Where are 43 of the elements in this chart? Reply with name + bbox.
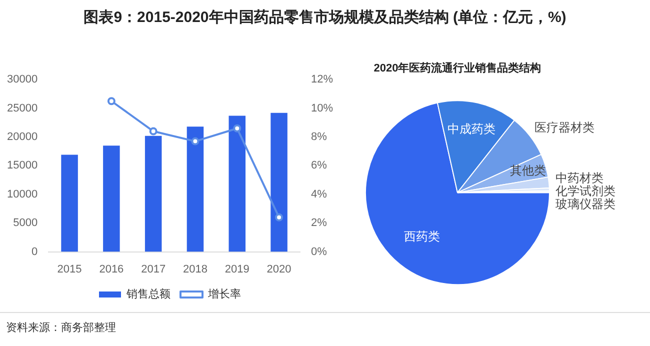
point [275,213,284,222]
bar [270,112,288,252]
x-tick-label: 2017 [141,263,166,276]
point [107,97,116,106]
point [149,127,158,136]
chart-title: 2020年医药流通行业销售品类结构 [374,62,542,75]
y-tick-label: 15000 [6,160,38,172]
y-tick-label: 5000 [13,217,38,230]
y-tick-label: 0 [31,246,38,258]
y2-tick-label: 8% [310,131,328,144]
point [233,124,242,132]
bar [228,116,246,252]
x-tick-label: 2018 [182,263,208,276]
bar [103,146,120,252]
x-tick-label: 2016 [99,263,124,276]
slice-label: 医疗器材类 [534,120,595,134]
slice-label: 其他类 [510,163,546,178]
x-tick-label: 2020 [266,263,292,276]
slice-label: 中成药类 [448,122,496,136]
x-tick-label: 2019 [224,263,250,276]
y2-tick-label: 2% [310,217,328,230]
slice-label: 西药类 [404,229,440,244]
y-tick-label: 10000 [6,188,38,200]
bar [144,136,162,252]
y2-tick-label: 10% [310,102,334,114]
y2-tick-label: 6% [310,160,328,172]
x-tick-label: 2015 [57,263,82,276]
point [191,137,200,146]
y-tick-label: 20000 [6,131,38,144]
y-tick-label: 25000 [6,102,38,114]
y2-tick-label: 0% [310,246,328,258]
slice-label: 玻璃仪器类 [556,196,616,211]
chart-title: 图表9：2015-2020年中国药品零售市场规模及品类结构 (单位：亿元，%) [82,8,568,27]
legend-label: 增长率 [207,288,241,301]
slice-label: 中药材类 [556,170,604,185]
y2-tick-label: 4% [310,188,328,200]
text: 资料来源：商务部整理 [6,320,116,335]
bar [186,126,204,252]
legend-label: 销售总额 [126,288,170,301]
slice-label: 化学试剂类 [556,184,616,198]
bar [61,154,78,252]
y2-tick-label: 12% [310,74,334,86]
y-tick-label: 30000 [6,74,38,86]
